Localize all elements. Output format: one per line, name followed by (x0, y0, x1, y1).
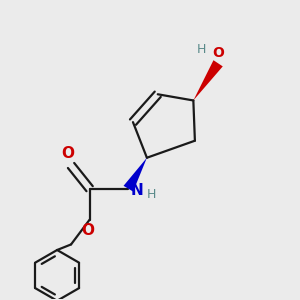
Text: H: H (146, 188, 156, 201)
Text: O: O (61, 146, 74, 161)
Text: O: O (82, 223, 94, 238)
Text: O: O (212, 46, 224, 60)
Polygon shape (193, 60, 223, 100)
Polygon shape (124, 158, 147, 192)
Text: H: H (196, 43, 206, 56)
Text: N: N (131, 183, 144, 198)
